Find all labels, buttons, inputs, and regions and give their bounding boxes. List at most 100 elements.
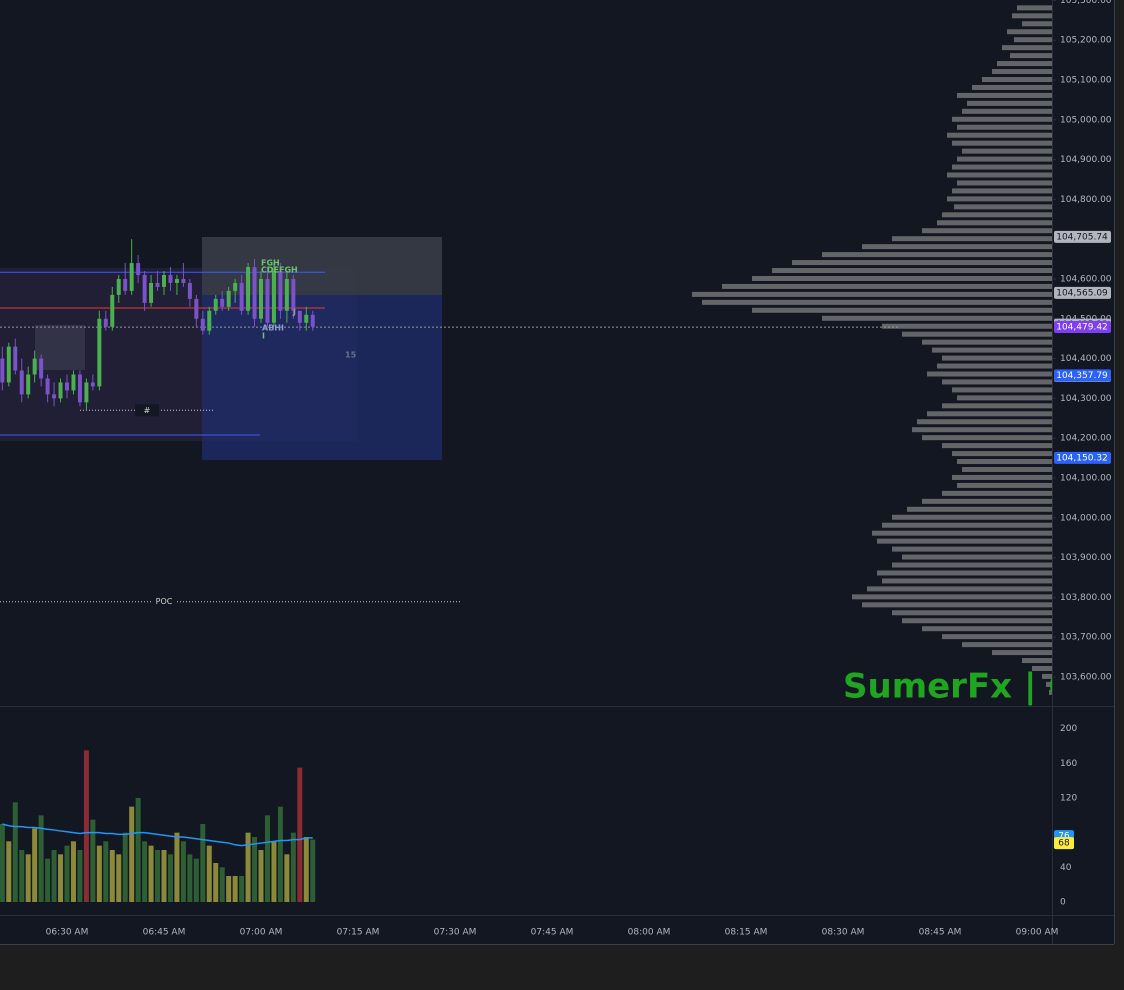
profile-bar [957, 395, 1052, 401]
profile-bar [992, 650, 1052, 656]
candle-body [310, 314, 315, 327]
profile-bar [932, 347, 1052, 353]
candle-body [246, 267, 251, 311]
volume-bar [70, 841, 76, 902]
candle-body [136, 263, 141, 275]
profile-bar [1017, 5, 1052, 11]
y-tick-label: 104,300.00 [1060, 394, 1112, 404]
profile-bar [947, 172, 1052, 178]
profile-bar [942, 212, 1052, 218]
x-tick-label: 07:15 AM [337, 928, 380, 938]
candle-body [84, 382, 89, 403]
price-badge-label: 104,565.09 [1056, 288, 1108, 298]
candle-body [52, 394, 57, 399]
profile-bar [1049, 689, 1052, 695]
y-tick-label: 103,700.00 [1060, 633, 1112, 643]
profile-bar [982, 76, 1052, 82]
x-tick-label: 07:00 AM [240, 928, 283, 938]
x-tick-label: 08:15 AM [725, 928, 768, 938]
profile-bar [1002, 45, 1052, 51]
chart-background [0, 0, 1114, 944]
tpo-label: J [292, 308, 296, 317]
x-tick-label: 07:45 AM [531, 928, 574, 938]
candle-body [226, 290, 231, 307]
profile-bar [792, 260, 1052, 266]
profile-bar [902, 554, 1052, 560]
range-box [35, 325, 85, 370]
y-tick-label: 104,900.00 [1060, 155, 1112, 165]
profile-bar [952, 116, 1052, 122]
level-label-bg [152, 595, 176, 608]
y-tick-label: 103,600.00 [1060, 672, 1112, 682]
candle-body [304, 314, 309, 323]
candle-body [155, 282, 160, 287]
volume-bar [180, 841, 186, 902]
candle-body [291, 278, 296, 311]
volume-bar [174, 832, 180, 902]
candle-body [284, 278, 289, 311]
profile-bar [947, 132, 1052, 138]
candle-body [26, 374, 31, 395]
candle-body [278, 271, 283, 311]
candle-body [149, 282, 154, 303]
profile-bar [942, 490, 1052, 496]
candle-body [207, 310, 212, 331]
volume-bar [277, 806, 283, 902]
candle-body [194, 298, 199, 319]
profile-bar [862, 602, 1052, 608]
tpo-label: ABHI [262, 324, 284, 333]
volume-bar [187, 854, 193, 902]
profile-bar [922, 228, 1052, 234]
candle-body [213, 298, 218, 311]
volume-bar [6, 841, 12, 902]
x-tick-label: 08:00 AM [628, 928, 671, 938]
candle-body [162, 274, 167, 287]
x-tick-label: 08:45 AM [919, 928, 962, 938]
profile-bar [892, 562, 1052, 568]
profile-bar [927, 411, 1052, 417]
y-tick-label: 104,600.00 [1060, 274, 1112, 284]
profile-bar [957, 180, 1052, 186]
volume-bar [83, 750, 89, 902]
candle-body [174, 278, 179, 283]
candle-body [297, 310, 302, 323]
volume-bar [135, 798, 141, 902]
profile-bar [972, 84, 1052, 90]
y-tick-label: 103,800.00 [1060, 593, 1112, 603]
profile-bar [922, 626, 1052, 632]
price-badge [1054, 320, 1111, 333]
profile-bar [867, 586, 1052, 592]
profile-bar [877, 570, 1052, 576]
profile-bar [872, 530, 1052, 536]
volume-badge-label: 68 [1058, 839, 1070, 849]
profile-bar [927, 371, 1052, 377]
y-tick-label: 104,400.00 [1060, 354, 1112, 364]
volume-bar [19, 850, 25, 902]
candle-body [200, 318, 205, 331]
candle-body [65, 382, 69, 391]
profile-bar [937, 220, 1052, 226]
volume-bar [193, 858, 199, 902]
volume-bar [258, 850, 264, 902]
profile-bar [912, 427, 1052, 433]
y-tick-label: 104,200.00 [1060, 434, 1112, 444]
level-label: # [144, 406, 151, 415]
candle-body [97, 318, 102, 387]
profile-bar [1010, 53, 1052, 59]
y-tick-label: 104,000.00 [1060, 513, 1112, 523]
volume-bar [25, 854, 31, 902]
profile-bar [1014, 37, 1052, 43]
volume-bar [38, 815, 44, 902]
candle-body [6, 346, 11, 383]
volume-tick-label: 40 [1060, 863, 1072, 873]
volume-bar [206, 845, 212, 902]
candle-body [142, 274, 147, 303]
volume-bar [213, 863, 219, 902]
price-badge-label: 104,479.42 [1056, 322, 1108, 332]
profile-bar [957, 482, 1052, 488]
candle-body [233, 282, 238, 291]
volume-bar [161, 850, 167, 902]
volume-bar [77, 850, 83, 902]
candle-body [123, 278, 128, 291]
